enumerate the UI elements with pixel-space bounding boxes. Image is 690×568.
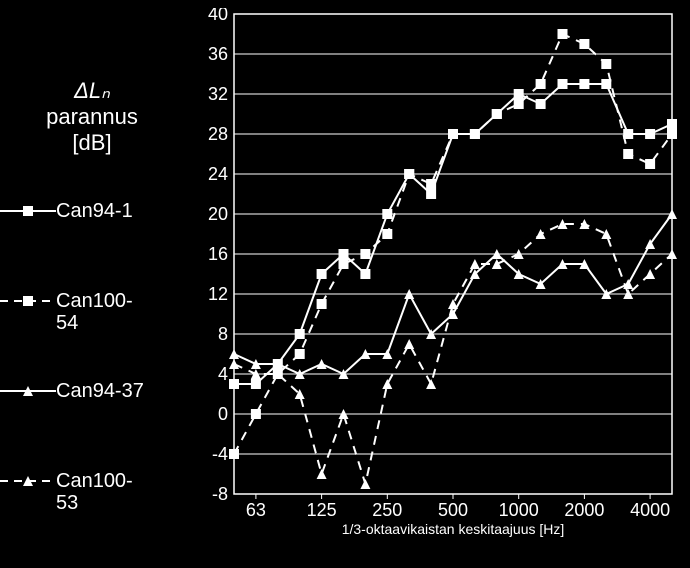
- marker-square: [404, 169, 414, 179]
- marker-square: [295, 329, 305, 339]
- marker-triangle: [404, 339, 414, 349]
- marker-triangle: [317, 469, 327, 479]
- legend-item-can100_54: Can100- 54: [0, 290, 133, 334]
- marker-square: [23, 206, 33, 216]
- y-axis-label: ΔLₙ parannus [dB]: [12, 78, 172, 156]
- marker-square: [536, 99, 546, 109]
- marker-square: [382, 229, 392, 239]
- legend-item-can100_53: Can100- 53: [0, 470, 133, 514]
- marker-triangle: [601, 229, 611, 239]
- marker-square: [426, 179, 436, 189]
- svg-text:4: 4: [218, 364, 228, 384]
- marker-square: [229, 449, 239, 459]
- y-axis-label-line2: parannus: [12, 104, 172, 130]
- marker-square: [426, 189, 436, 199]
- marker-square: [492, 109, 502, 119]
- marker-triangle: [645, 269, 655, 279]
- y-axis-label-line3: [dB]: [12, 130, 172, 156]
- marker-square: [667, 119, 677, 129]
- svg-text:20: 20: [208, 204, 228, 224]
- legend-label: Can100- 53: [56, 470, 133, 514]
- svg-text:0: 0: [218, 404, 228, 424]
- svg-text:500: 500: [438, 500, 468, 520]
- marker-triangle: [448, 299, 458, 309]
- legend-label: Can94-37: [56, 380, 144, 402]
- marker-square: [579, 39, 589, 49]
- svg-text:2000: 2000: [564, 500, 604, 520]
- marker-triangle: [229, 359, 239, 369]
- svg-text:16: 16: [208, 244, 228, 264]
- svg-text:63: 63: [246, 500, 266, 520]
- svg-text:-4: -4: [212, 444, 228, 464]
- marker-square: [251, 379, 261, 389]
- marker-square: [514, 89, 524, 99]
- marker-square: [558, 29, 568, 39]
- legend-swatch: [0, 290, 56, 312]
- svg-text:1/3-oktaavikaistan keskitaaju: 1/3-oktaavikaistan keskitaajuus [Hz]: [342, 521, 565, 537]
- marker-square: [448, 129, 458, 139]
- marker-square: [601, 59, 611, 69]
- marker-square: [360, 249, 370, 259]
- marker-square: [623, 149, 633, 159]
- svg-text:-8: -8: [212, 484, 228, 504]
- marker-triangle: [360, 479, 370, 489]
- svg-text:32: 32: [208, 84, 228, 104]
- y-axis-label-line1: ΔLₙ: [12, 78, 172, 104]
- marker-triangle: [492, 259, 502, 269]
- marker-square: [360, 269, 370, 279]
- marker-triangle: [229, 349, 239, 359]
- marker-triangle: [426, 379, 436, 389]
- marker-triangle: [536, 229, 546, 239]
- marker-square: [645, 159, 655, 169]
- svg-text:125: 125: [307, 500, 337, 520]
- chart-plot: -8 -4 0 4 8 12 16 20 24 28 32 36 40 63 125 250 500 1000 20…: [200, 8, 678, 540]
- marker-square: [317, 269, 327, 279]
- marker-square: [514, 99, 524, 109]
- marker-square: [667, 129, 677, 139]
- marker-square: [558, 79, 568, 89]
- svg-text:12: 12: [208, 284, 228, 304]
- svg-text:28: 28: [208, 124, 228, 144]
- marker-square: [339, 259, 349, 269]
- svg-text:24: 24: [208, 164, 228, 184]
- marker-square: [382, 209, 392, 219]
- svg-text:1000: 1000: [499, 500, 539, 520]
- marker-square: [339, 249, 349, 259]
- marker-square: [317, 299, 327, 309]
- marker-square: [229, 379, 239, 389]
- marker-square: [295, 349, 305, 359]
- marker-triangle: [317, 359, 327, 369]
- marker-triangle: [382, 379, 392, 389]
- marker-square: [579, 79, 589, 89]
- marker-square: [536, 79, 546, 89]
- marker-triangle: [470, 259, 480, 269]
- legend-swatch: [0, 380, 56, 402]
- svg-text:40: 40: [208, 8, 228, 24]
- marker-square: [645, 129, 655, 139]
- marker-square: [251, 409, 261, 419]
- legend-label: Can94-1: [56, 200, 133, 222]
- svg-text:36: 36: [208, 44, 228, 64]
- legend-label: Can100- 54: [56, 290, 133, 334]
- marker-square: [23, 296, 33, 306]
- svg-text:4000: 4000: [630, 500, 670, 520]
- legend-swatch: [0, 200, 56, 222]
- legend-swatch: [0, 470, 56, 492]
- svg-text:250: 250: [372, 500, 402, 520]
- svg-text:8: 8: [218, 324, 228, 344]
- marker-square: [470, 129, 480, 139]
- legend-item-can94_1: Can94-1: [0, 200, 133, 222]
- legend-item-can94_37: Can94-37: [0, 380, 144, 402]
